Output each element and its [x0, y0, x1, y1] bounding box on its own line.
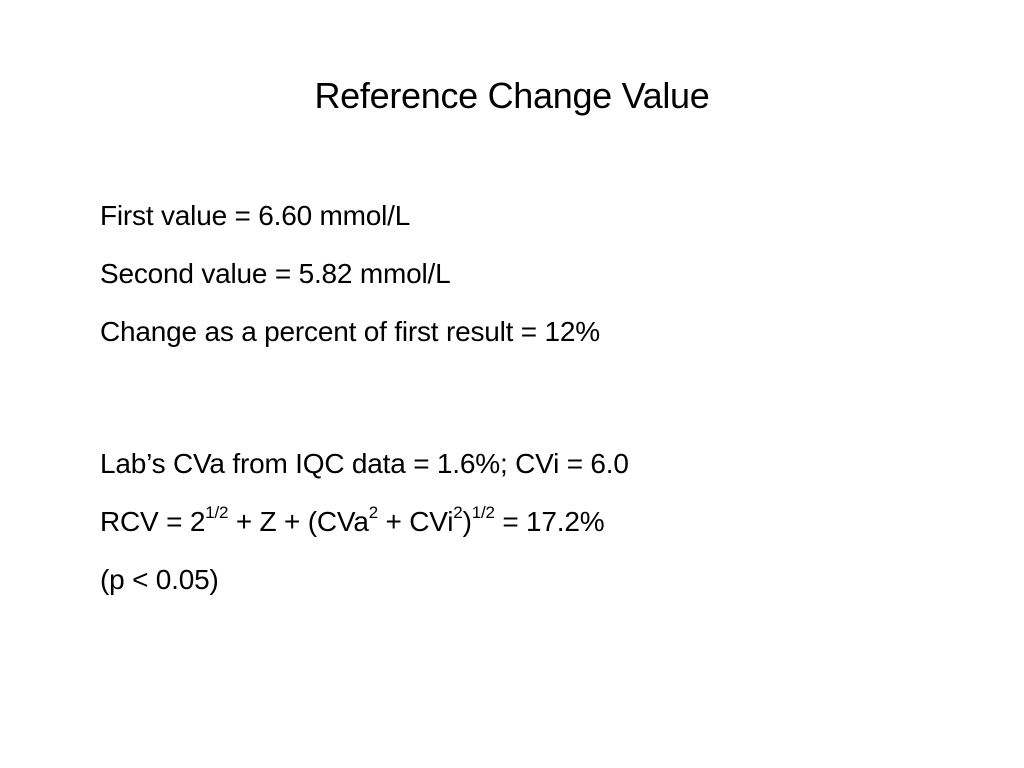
percent-change-line: Change as a percent of first result = 12… — [100, 316, 600, 347]
p-value-line: (p < 0.05) — [100, 564, 219, 595]
rcv-formula-part-5: = 17.2% — [494, 506, 605, 537]
slide-title: Reference Change Value — [314, 75, 710, 116]
rcv-formula-part-1: RCV = 2 — [100, 506, 206, 537]
rcv-formula-sup-4: 1/2 — [471, 502, 495, 522]
rcv-formula-part-3: + CVi — [377, 506, 454, 537]
paragraph-spacer — [100, 364, 960, 438]
rcv-formula-sup-3: 2 — [453, 502, 463, 522]
slide-body: First value = 6.60 mmol/L Second value =… — [100, 190, 960, 612]
rcv-formula-sup-1: 1/2 — [205, 502, 229, 522]
rcv-formula-part-2: + Z + (CVa — [228, 506, 369, 537]
cva-cvi-line: Lab’s CVa from IQC data = 1.6%; CVi = 6.… — [100, 448, 629, 479]
rcv-formula-part-4: ) — [462, 506, 472, 537]
rcv-formula-sup-2: 2 — [368, 502, 378, 522]
first-value-line: First value = 6.60 mmol/L — [100, 200, 411, 231]
rcv-formula-line: RCV = 21/2 + Z + (CVa2 + CVi2)1/2 = 17.2… — [100, 496, 960, 554]
second-value-line: Second value = 5.82 mmol/L — [100, 258, 451, 289]
